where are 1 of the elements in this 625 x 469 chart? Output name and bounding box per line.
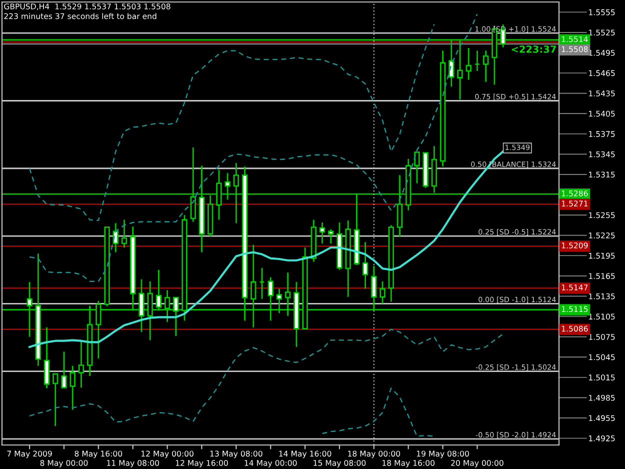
annotation: <223:37 (512, 45, 556, 53)
